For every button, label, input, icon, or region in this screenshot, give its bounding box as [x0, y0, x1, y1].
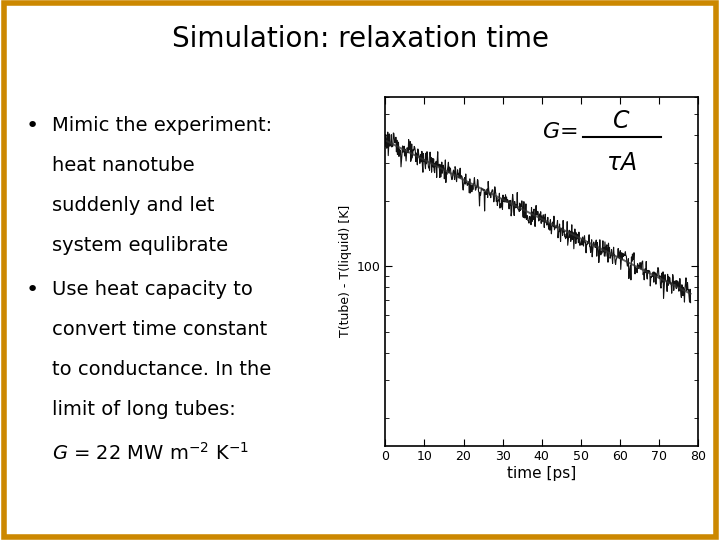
Y-axis label: T(tube) - T(liquid) [K]: T(tube) - T(liquid) [K]	[339, 205, 352, 338]
Text: system equlibrate: system equlibrate	[52, 236, 228, 255]
Text: Simulation: relaxation time: Simulation: relaxation time	[171, 25, 549, 53]
Text: suddenly and let: suddenly and let	[52, 196, 215, 215]
Text: $\tau A$: $\tau A$	[606, 152, 637, 175]
Text: Mimic the experiment:: Mimic the experiment:	[52, 116, 272, 135]
Text: •: •	[26, 116, 39, 136]
Text: Use heat capacity to: Use heat capacity to	[52, 280, 253, 299]
Text: limit of long tubes:: limit of long tubes:	[52, 400, 235, 419]
X-axis label: time [ps]: time [ps]	[507, 466, 577, 481]
Text: $C$: $C$	[613, 110, 631, 133]
Text: heat nanotube: heat nanotube	[52, 156, 194, 175]
Text: $G\!=\!$: $G\!=\!$	[541, 121, 578, 143]
Text: •: •	[26, 280, 39, 300]
Text: to conductance. In the: to conductance. In the	[52, 360, 271, 379]
Text: convert time constant: convert time constant	[52, 320, 267, 339]
Text: $G$ = 22 MW m$^{-2}$ K$^{-1}$: $G$ = 22 MW m$^{-2}$ K$^{-1}$	[52, 442, 249, 464]
